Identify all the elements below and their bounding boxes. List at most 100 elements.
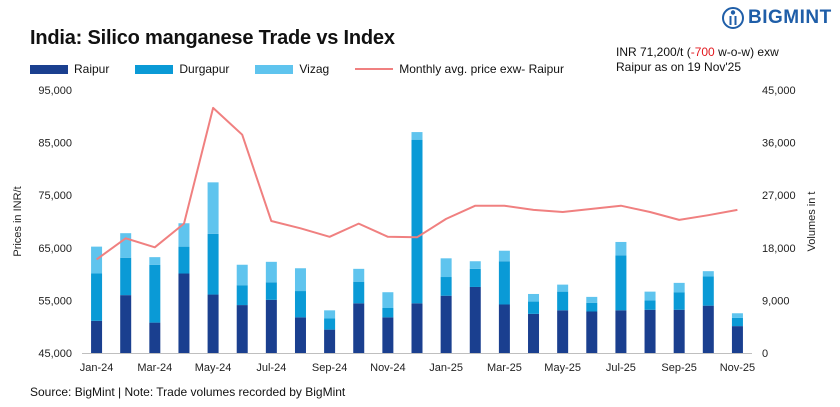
bar-vizag: [731, 313, 743, 318]
bar-durgapur: [236, 285, 248, 306]
bar-durgapur: [528, 301, 540, 314]
price-note-line1: INR 71,200/t (-700 w-o-w) exw: [616, 45, 779, 60]
legend-swatch-price-line: [355, 68, 394, 70]
y2-tick-label: 9,000: [762, 295, 790, 307]
y2-tick-label: 45,000: [762, 85, 796, 97]
x-tick-label: Sep-25: [661, 362, 696, 374]
bar-durgapur: [440, 277, 452, 296]
bar-vizag: [236, 264, 248, 286]
bar-durgapur: [586, 302, 598, 312]
bar-durgapur: [265, 282, 277, 300]
bar-vizag: [644, 291, 656, 301]
legend-swatch-raipur: [30, 64, 68, 74]
bar-raipur: [353, 303, 365, 353]
bar-raipur: [673, 309, 685, 353]
bar-durgapur: [149, 264, 161, 323]
price-note-change: -700: [690, 45, 715, 59]
y-tick-label: 55,000: [38, 295, 72, 307]
bar-vizag: [440, 258, 452, 278]
y2-tick-label: 27,000: [762, 190, 796, 202]
bar-vizag: [353, 268, 365, 282]
legend-item-raipur: Raipur: [30, 62, 109, 76]
bar-durgapur: [469, 268, 481, 287]
bar-vizag: [673, 282, 685, 293]
bar-durgapur: [294, 291, 306, 318]
bar-raipur: [149, 322, 161, 353]
bar-raipur: [236, 305, 248, 353]
legend-swatch-vizag: [255, 64, 294, 74]
y-tick-label: 65,000: [38, 243, 72, 255]
bar-vizag: [178, 223, 190, 247]
legend-item-vizag: Vizag: [255, 62, 329, 76]
bar-vizag: [149, 257, 161, 265]
bar-durgapur: [353, 281, 365, 304]
x-tick-label: Sep-24: [312, 362, 347, 374]
y2-axis-title: Volumes in t: [806, 192, 818, 252]
bar-durgapur: [731, 317, 743, 327]
bar-durgapur: [382, 307, 394, 318]
legend-swatch-durgapur: [135, 64, 174, 74]
bar-durgapur: [702, 276, 714, 306]
bar-raipur: [528, 313, 540, 353]
bar-vizag: [411, 132, 423, 140]
bar-raipur: [265, 299, 277, 353]
bar-raipur: [207, 294, 219, 353]
bar-raipur: [120, 295, 132, 353]
bar-raipur: [178, 273, 190, 353]
bar-raipur: [731, 326, 743, 353]
bar-vizag: [615, 241, 627, 256]
bar-vizag: [382, 292, 394, 308]
legend-label-price-line: Monthly avg. price exw- Raipur: [399, 62, 564, 76]
bar-vizag: [528, 293, 540, 302]
bar-durgapur: [557, 291, 569, 311]
legend-label-durgapur: Durgapur: [179, 62, 230, 76]
bar-raipur: [557, 310, 569, 353]
price-note: INR 71,200/t (-700 w-o-w) exw Raipur as …: [616, 45, 779, 75]
bar-durgapur: [324, 318, 336, 330]
x-tick-label: May-25: [544, 362, 581, 374]
bar-vizag: [586, 296, 598, 303]
y-tick-label: 45,000: [38, 348, 72, 360]
x-tick-label: Nov-25: [720, 362, 755, 374]
bar-vizag: [469, 261, 481, 269]
x-tick-label: May-24: [195, 362, 232, 374]
bar-raipur: [382, 317, 394, 353]
source-note: Source: BigMint | Note: Trade volumes re…: [30, 385, 346, 399]
legend-item-durgapur: Durgapur: [135, 62, 229, 76]
bar-durgapur: [615, 255, 627, 311]
bar-raipur: [411, 303, 423, 353]
y2-tick-label: 0: [762, 348, 768, 360]
bar-raipur: [294, 317, 306, 353]
bar-durgapur: [91, 273, 103, 321]
bar-vizag: [294, 268, 306, 292]
price-line: [96, 106, 738, 261]
price-note-suffix: w-o-w) exw: [714, 45, 779, 59]
x-tick-label: Mar-25: [487, 362, 522, 374]
y-tick-label: 75,000: [38, 190, 72, 202]
y2-tick-label: 36,000: [762, 138, 796, 150]
bar-raipur: [324, 329, 336, 353]
legend-label-vizag: Vizag: [299, 62, 330, 76]
bar-vizag: [702, 271, 714, 277]
legend-label-raipur: Raipur: [74, 62, 110, 76]
bar-vizag: [557, 284, 569, 292]
bar-vizag: [207, 182, 219, 234]
bar-durgapur: [498, 261, 510, 305]
bar-raipur: [440, 295, 452, 353]
bar-durgapur: [120, 257, 132, 296]
logo-text: BIGMINT: [748, 7, 832, 28]
y2-tick-label: 18,000: [762, 243, 796, 255]
y-tick-label: 85,000: [38, 138, 72, 150]
x-tick-label: Mar-24: [137, 362, 172, 374]
chart-legend: Raipur Durgapur Vizag Monthly avg. price…: [30, 62, 590, 76]
bigmint-logo-icon: [722, 7, 744, 29]
y-axis-title: Prices in INR/t: [12, 186, 24, 256]
x-tick-label: Jul-24: [256, 362, 286, 374]
bar-raipur: [615, 310, 627, 353]
bar-vizag: [498, 250, 510, 262]
bar-raipur: [91, 320, 103, 353]
price-note-value: INR 71,200/t (: [616, 45, 691, 59]
chart-title: India: Silico manganese Trade vs Index: [30, 27, 395, 49]
bar-vizag: [265, 261, 277, 283]
y-tick-label: 95,000: [38, 85, 72, 97]
